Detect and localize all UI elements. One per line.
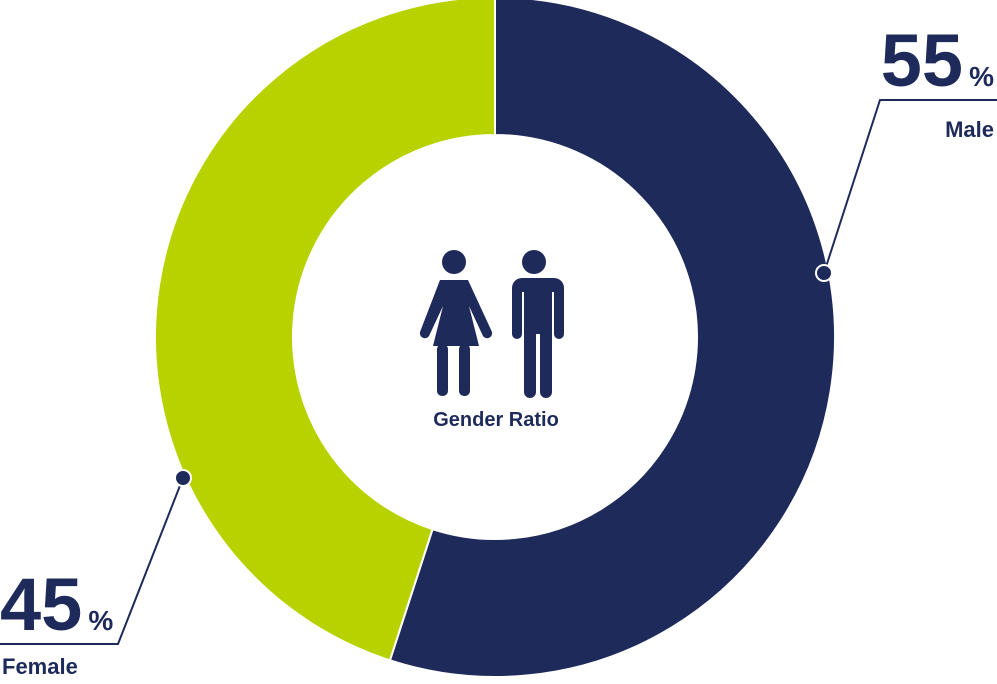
female-percent-unit: % — [88, 605, 113, 636]
female-leader-dot — [174, 469, 192, 487]
male-leader-dot — [815, 264, 833, 282]
male-leader-line — [823, 99, 997, 274]
male-percent-unit: % — [969, 61, 994, 92]
male-label: Male — [945, 117, 994, 142]
female-leader-line — [0, 477, 184, 645]
center-label: Gender Ratio — [433, 409, 559, 431]
female-label: Female — [2, 654, 78, 679]
female-figure-icon — [419, 250, 493, 396]
slice-male — [388, 0, 837, 678]
male-percent-value: 55 — [881, 19, 963, 102]
male-figure-icon — [512, 250, 564, 398]
female-percent-value: 45 — [0, 563, 82, 646]
